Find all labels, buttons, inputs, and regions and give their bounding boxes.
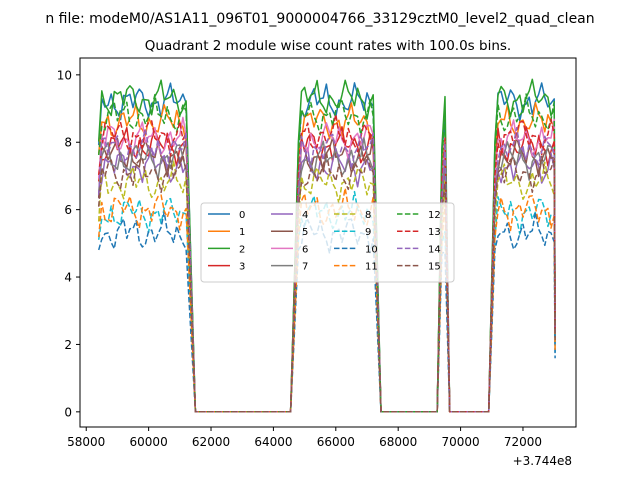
legend-label-4: 4: [302, 210, 308, 221]
figure-suptitle: n file: modeM0/AS1A11_096T01_9000004766_…: [45, 11, 594, 27]
legend-label-8: 8: [365, 210, 371, 221]
series-line-12: [97, 93, 556, 413]
legend-label-13: 13: [428, 227, 441, 238]
legend-label-3: 3: [239, 262, 245, 273]
series-line-0: [97, 82, 556, 413]
legend-label-9: 9: [365, 227, 371, 238]
y-tick-label: 4: [64, 271, 72, 285]
x-tick-label: 58000: [67, 435, 105, 449]
x-tick-label: 60000: [130, 435, 168, 449]
y-tick-label: 0: [64, 405, 72, 419]
legend-label-6: 6: [302, 244, 308, 255]
x-tick-label: 66000: [317, 435, 355, 449]
legend-label-5: 5: [302, 227, 308, 238]
y-tick-label: 2: [64, 338, 72, 352]
legend-label-12: 12: [428, 210, 441, 221]
legend-label-1: 1: [239, 227, 245, 238]
legend-box: [200, 202, 455, 283]
legend-label-2: 2: [239, 244, 245, 255]
x-tick-label: 72000: [504, 435, 542, 449]
series-line-1: [97, 101, 556, 413]
series-line-10: [97, 211, 556, 413]
series-line-4: [97, 145, 556, 413]
y-tick-label: 6: [64, 203, 72, 217]
legend-label-10: 10: [365, 244, 378, 255]
axes-frame: [79, 57, 577, 428]
x-tick-label: 64000: [254, 435, 292, 449]
y-tick-label: 10: [57, 68, 72, 82]
series-line-15: [97, 151, 556, 413]
series-layer: [97, 78, 556, 413]
x-tick-label: 68000: [379, 435, 417, 449]
x-offset-label: +3.744e8: [513, 454, 572, 468]
chart-title: Quadrant 2 module wise count rates with …: [145, 38, 511, 54]
series-line-14: [97, 126, 556, 413]
legend-label-15: 15: [428, 262, 441, 273]
x-tick-label: 70000: [441, 435, 479, 449]
legend-label-11: 11: [365, 262, 378, 273]
x-tick-label: 62000: [192, 435, 230, 449]
axis-ticks: 58000 60000 62000 64000 66000 68000 70000 72000…: [57, 68, 542, 449]
series-line-6: [97, 116, 556, 413]
legend-label-7: 7: [302, 262, 308, 273]
series-line-2: [97, 78, 556, 413]
legend-label-0: 0: [239, 210, 245, 221]
series-line-5: [97, 134, 556, 413]
legend-label-14: 14: [428, 244, 441, 255]
y-tick-label: 8: [64, 136, 72, 150]
